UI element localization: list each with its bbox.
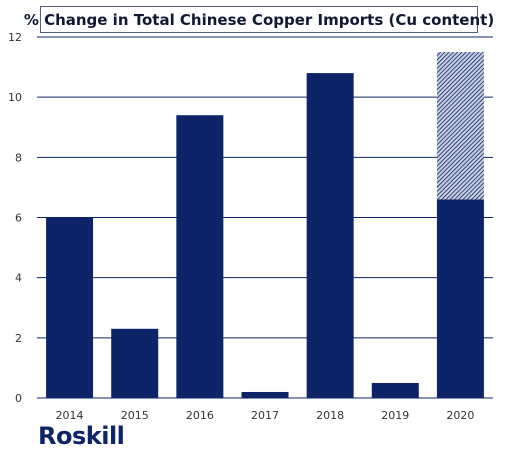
y-tick-label: 12 <box>8 31 22 44</box>
bar-2020 <box>436 199 484 398</box>
y-axis-ticks: 0 2 4 6 8 10 12 <box>8 31 22 405</box>
y-tick-label: 4 <box>15 272 22 285</box>
x-axis-ticks: 2014 2015 2016 2017 2018 2019 2020 <box>56 409 475 422</box>
bar-2015 <box>111 328 159 398</box>
chart-title-box: % Change in Total Chinese Copper Imports… <box>24 6 494 33</box>
bar-2017 <box>241 391 289 398</box>
y-tick-label: 0 <box>15 392 22 405</box>
x-tick-label: 2020 <box>446 409 474 422</box>
x-tick-label: 2019 <box>381 409 409 422</box>
y-tick-label: 8 <box>15 151 22 164</box>
x-tick-label: 2018 <box>316 409 344 422</box>
x-tick-label: 2014 <box>56 409 84 422</box>
bar-2018 <box>306 73 354 398</box>
bar-2014 <box>46 217 94 398</box>
y-tick-label: 10 <box>8 91 22 104</box>
bar-2019 <box>371 382 419 398</box>
y-tick-label: 2 <box>15 332 22 345</box>
chart-title: % Change in Total Chinese Copper Imports… <box>23 10 495 29</box>
bar-2016 <box>176 115 224 398</box>
x-tick-label: 2015 <box>121 409 149 422</box>
roskill-logo: Roskill <box>38 422 125 450</box>
x-tick-label: 2017 <box>251 409 279 422</box>
bar-2020-hatched-segment <box>436 52 484 200</box>
bars <box>46 52 484 398</box>
gridlines <box>37 36 493 399</box>
y-tick-label: 6 <box>15 212 22 225</box>
x-tick-label: 2016 <box>186 409 214 422</box>
